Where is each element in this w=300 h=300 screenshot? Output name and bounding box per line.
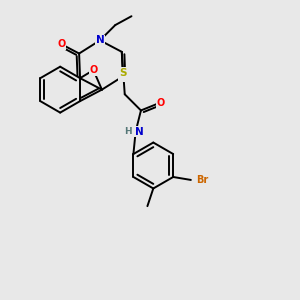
Text: N: N	[118, 71, 127, 82]
Text: N: N	[135, 127, 143, 136]
Text: O: O	[157, 98, 165, 108]
Text: O: O	[89, 65, 98, 75]
Text: S: S	[119, 68, 127, 78]
Text: Br: Br	[196, 175, 208, 185]
Text: N: N	[96, 35, 104, 45]
Text: H: H	[124, 127, 131, 136]
Text: O: O	[57, 39, 65, 49]
